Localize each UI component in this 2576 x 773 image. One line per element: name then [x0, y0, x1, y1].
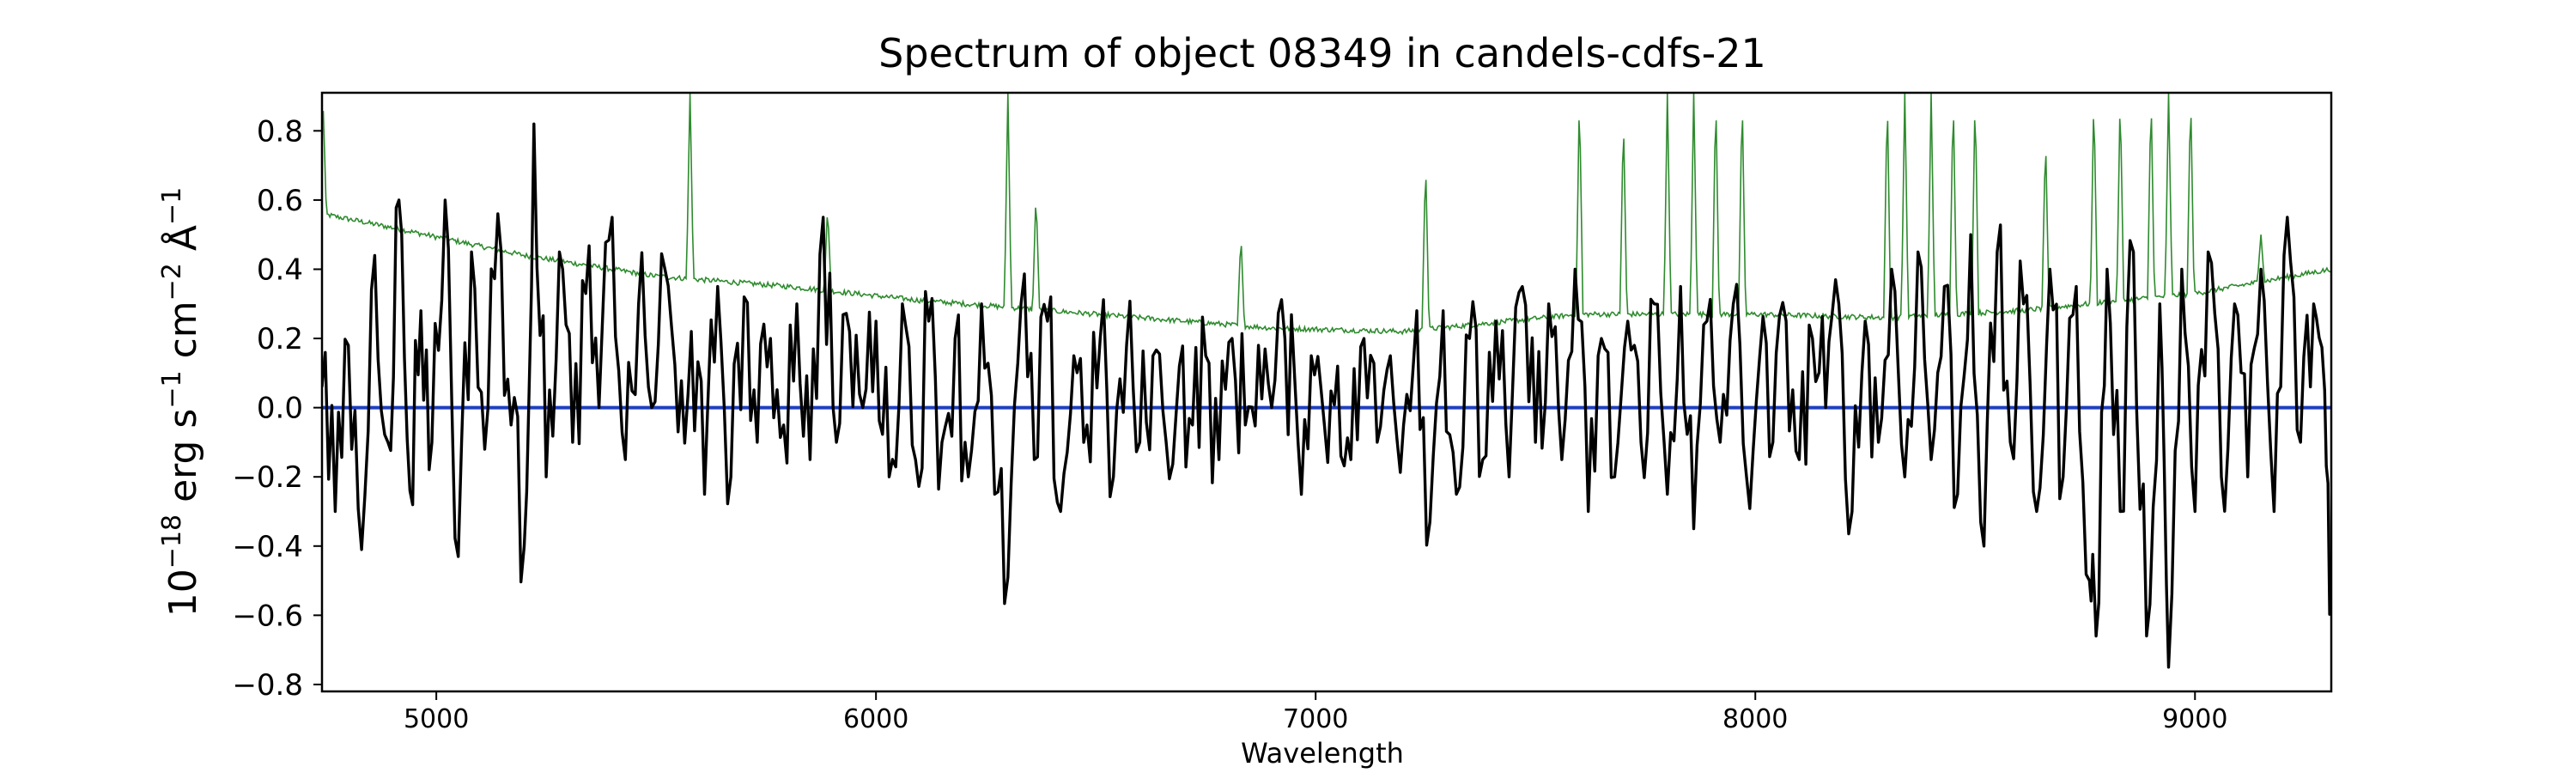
y-tick-label: 0.0	[257, 392, 303, 426]
x-tick-label: 9000	[2162, 704, 2227, 734]
series-layer	[322, 93, 2331, 669]
y-label-exp4: −1	[157, 187, 187, 225]
y-tick-label: −0.8	[232, 668, 303, 703]
y-tick-label: −0.4	[232, 530, 303, 564]
x-tick-label: 5000	[404, 704, 469, 734]
x-tick-label: 7000	[1283, 704, 1348, 734]
y-label-base: 10	[161, 569, 205, 617]
x-tick-label: 6000	[843, 704, 908, 734]
series-line-error	[322, 93, 2331, 336]
y-tick-label: −0.2	[232, 460, 303, 495]
y-tick-label: 0.2	[257, 322, 303, 356]
plot-frame	[320, 91, 2333, 693]
y-axis-label: 10−18 erg s−1 cm−2 Å−1	[157, 187, 205, 617]
series-line-flux	[322, 122, 2331, 669]
y-label-exp2: −1	[157, 370, 187, 408]
y-label-exp1: −18	[157, 514, 187, 569]
axes-layer: 5000 6000 7000 8000 9000 −0.8 −0.6 −0.4 −0.2 0.0 0…	[232, 91, 2333, 734]
y-label-mid1: erg s	[161, 409, 205, 514]
x-axis-label: Wavelength	[1241, 737, 1404, 770]
y-tick-label: −0.6	[232, 599, 303, 633]
y-label-mid3: Å	[160, 225, 205, 263]
x-tick-label: 8000	[1722, 704, 1788, 734]
chart-title: Spectrum of object 08349 in candels-cdfs…	[878, 30, 1766, 76]
y-tick-label: 0.8	[257, 114, 303, 149]
y-label-mid2: cm	[161, 301, 205, 370]
y-tick-label: 0.4	[257, 253, 303, 287]
y-label-exp3: −2	[157, 263, 187, 301]
y-tick-label: 0.6	[257, 184, 303, 218]
